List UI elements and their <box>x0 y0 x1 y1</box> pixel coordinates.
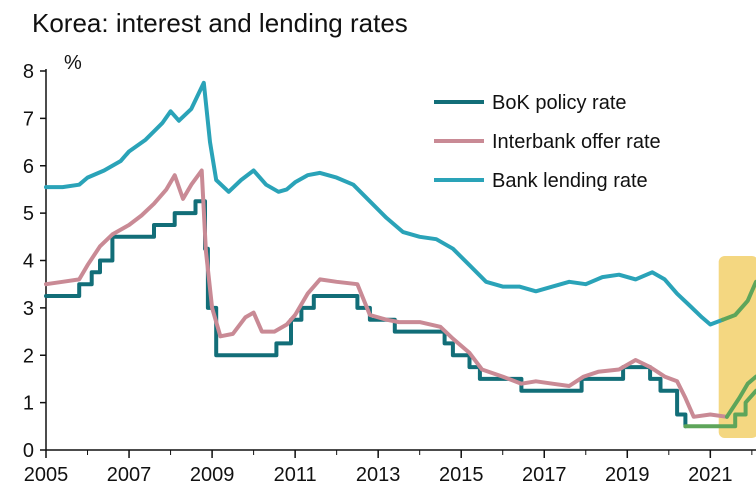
y-tick-label: 8 <box>23 61 34 83</box>
y-tick-label: 2 <box>23 345 34 367</box>
series-line-1 <box>44 168 729 419</box>
series-line-2 <box>44 80 725 327</box>
y-tick-label: 6 <box>23 156 34 178</box>
series-line-0 <box>44 199 688 429</box>
legend-label: Bank lending rate <box>492 170 648 192</box>
x-tick-label: 2007 <box>107 464 152 486</box>
y-tick-label: 5 <box>23 203 34 225</box>
series-projection-0 <box>683 388 756 429</box>
x-tick-label: 2011 <box>274 464 317 486</box>
x-tick-label: 2017 <box>522 464 567 486</box>
highlight-region <box>718 256 756 438</box>
chart-title: Korea: interest and lending rates <box>32 8 408 38</box>
x-tick-label: 2015 <box>439 464 484 486</box>
y-tick-label: 7 <box>23 108 34 130</box>
x-tick-label: 2009 <box>190 464 235 486</box>
y-tick-label: 4 <box>23 251 34 273</box>
x-tick-label: 2013 <box>356 464 401 486</box>
x-tick-label: 2019 <box>605 464 650 486</box>
y-axis-unit: % <box>64 52 82 74</box>
series-projection-1 <box>724 374 756 419</box>
legend-label: Interbank offer rate <box>492 131 661 153</box>
legend-label: BoK policy rate <box>492 92 627 114</box>
series-projection-2 <box>720 279 756 322</box>
y-tick-label: 1 <box>23 393 34 415</box>
x-tick-label: 2005 <box>24 464 69 486</box>
y-tick-label: 3 <box>23 298 34 320</box>
y-tick-label: 0 <box>23 440 34 462</box>
x-tick-label: 2021 <box>688 464 733 486</box>
